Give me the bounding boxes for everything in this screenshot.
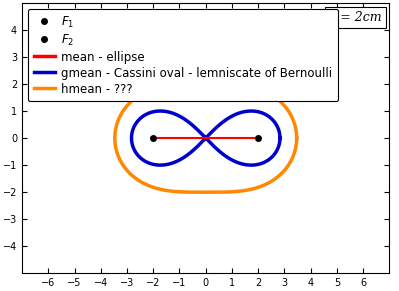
Text: L = 2cm: L = 2cm xyxy=(328,11,382,24)
Legend: $F_1$, $F_2$, mean - ellipse, gmean - Cassini oval - lemniscate of Bernoulli, hm: $F_1$, $F_2$, mean - ellipse, gmean - Ca… xyxy=(28,9,338,102)
